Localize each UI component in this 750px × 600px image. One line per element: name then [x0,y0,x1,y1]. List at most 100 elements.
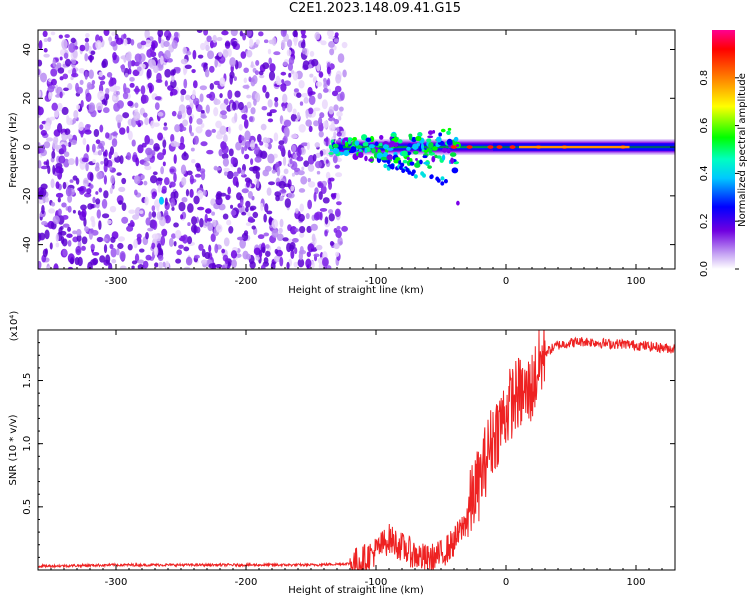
spectrogram-signal-mark [429,174,434,180]
spectrogram-noise-mark [241,146,245,155]
spectrogram-signal-mark [441,154,446,161]
spectrogram-noise-mark [116,90,120,96]
spectrogram-noise-mark [193,195,200,205]
spectrogram-noise-mark [248,76,252,82]
spectrogram-noise-mark [163,122,168,127]
spectrogram-noise-mark [211,211,216,216]
spectrogram-noise-mark [145,232,149,240]
spectrogram-noise-mark [71,59,77,65]
spectrogram-signal-mark [329,148,333,152]
spectrogram-noise-mark [186,106,193,116]
snr-frame [37,329,676,571]
spectrogram-noise-mark [63,52,69,59]
spectrogram-noise-mark [306,142,310,151]
spectrogram-noise-mark [250,107,256,115]
spectrogram-noise-mark [144,196,149,206]
spectrogram-noise-mark [163,126,168,131]
spectrogram-noise-mark [306,225,312,234]
spectrogram-noise-mark [319,112,325,119]
spectrogram-signal-mark [354,140,360,146]
spectrogram-noise-mark [111,259,117,264]
spectrogram-noise-mark [62,248,68,257]
spectrogram-noise-mark [271,229,279,238]
spectrogram-noise-mark [152,220,158,230]
spectrogram-noise-mark [219,93,223,99]
spectrogram-noise-mark [157,132,163,141]
spectrogram-noise-mark [60,230,67,236]
spectrogram-noise-mark [308,125,313,133]
spectrogram-noise-mark [293,261,299,268]
spectrogram-noise-mark [222,49,229,58]
spectrogram-noise-mark [298,124,306,133]
spectrogram-noise-mark [287,192,295,199]
spectrogram-noise-mark [298,225,306,234]
spectrogram-noise-mark [313,120,319,127]
spectrogram-noise-mark [141,142,147,148]
spectrogram-noise-mark [150,120,155,129]
spectrogram-noise-mark [157,30,164,38]
spectrogram-noise-mark [255,170,260,180]
spectrogram-noise-mark [337,236,343,246]
spectrogram-noise-mark [205,44,210,52]
spectrogram-noise-mark [181,126,187,132]
spectrogram-noise-mark [218,149,223,157]
spectrogram-noise-mark [154,199,161,208]
spectrogram-noise-mark [187,222,191,227]
spectrogram-noise-mark [51,102,58,111]
spectrogram-signal-mark [443,178,448,184]
spectrogram-noise-mark [84,53,89,62]
spectrogram-signal-mark [352,137,357,141]
page-title: C2E1.2023.148.09.41.G15 [288,1,462,16]
spectrogram-noise-mark [250,158,254,166]
spectrogram-noise-mark [67,205,72,213]
spectrogram-noise-mark [244,145,248,152]
spectrogram-signal-mark [446,148,451,154]
spectrogram-noise-mark [42,248,48,258]
spectrogram-noise-mark [282,105,286,112]
spectrogram-noise-mark [40,72,48,83]
spectrogram-noise-mark [144,39,152,48]
spectrogram-signal-mark [423,161,430,165]
spectrogram-noise-mark [106,72,113,78]
spectrogram-noise-mark [208,244,212,253]
spectrogram-noise-mark [103,175,108,185]
spectrogram-signal-mark [382,144,389,150]
spectrogram-noise-mark [188,124,193,134]
spectrogram-noise-mark [329,241,335,246]
spectrogram-noise-mark [84,37,90,43]
spectrogram-noise-mark [208,263,216,269]
spectrogram-noise-mark [139,210,144,215]
spectrogram-noise-mark [193,135,199,145]
spectrogram-noise-mark [176,249,183,256]
spectrogram-noise-mark [52,164,56,175]
spectrogram-noise-mark [82,137,87,146]
spectrogram-signal-mark [401,168,406,174]
spectrogram-noise-mark [337,53,345,64]
spectrogram-noise-mark [57,208,62,216]
spectrogram-noise-mark [96,209,101,219]
spectrogram-noise-mark [191,94,196,100]
spectrogram-noise-mark [38,142,41,147]
spectrogram-signal-mark [328,152,334,155]
spectrogram-noise-mark [227,186,232,195]
spectrogram-noise-mark [126,125,130,134]
spectrogram-signal-mark [431,155,436,163]
spectrogram-signal-band [328,127,675,206]
spectrogram-noise-mark [180,94,185,102]
spectrogram-noise-mark [183,78,188,89]
spectrogram-noise-mark [315,244,323,251]
spectrogram-noise-mark [127,130,133,141]
spectrogram-noise-mark [133,175,141,185]
spectrogram-noise-mark [43,141,51,149]
spectrogram-noise-mark [278,227,283,234]
spectrogram-noise-mark [105,254,111,265]
spectrogram-noise-mark [143,157,151,162]
spectrogram-noise-mark [297,170,305,176]
spectrogram-peak-mark [466,145,473,149]
spectrogram-noise-mark [89,172,94,182]
spectrogram-noise-mark [326,30,335,37]
spectrogram-noise-mark [119,251,126,261]
spectrogram-noise-mark [191,216,197,226]
spectrogram-signal-mark [395,157,401,161]
spectrogram-signal-mark [416,142,421,147]
